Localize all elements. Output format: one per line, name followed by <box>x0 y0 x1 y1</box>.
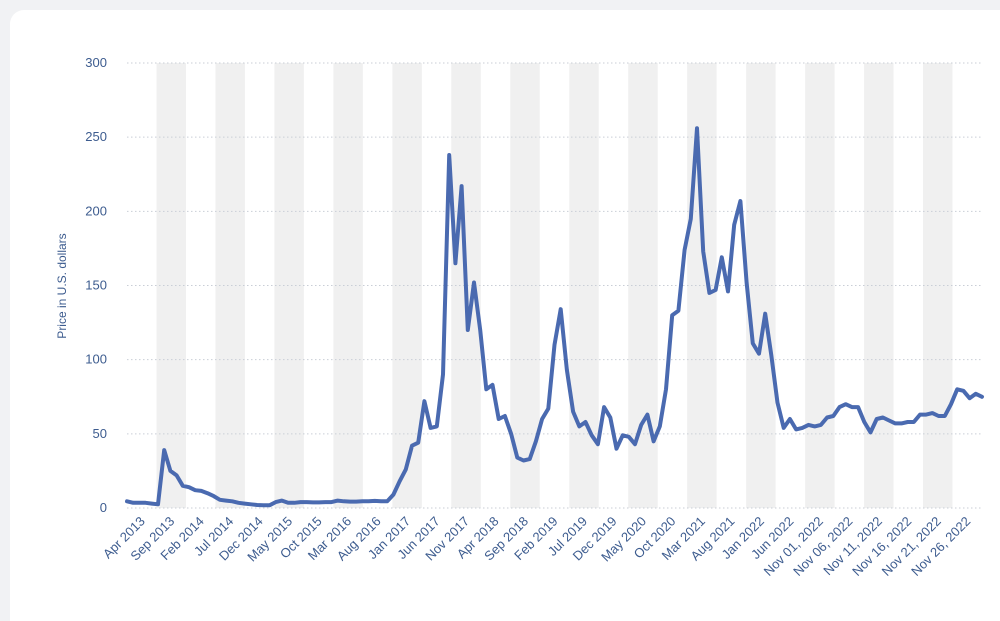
y-tick-label: 50 <box>93 426 107 441</box>
y-tick-label: 200 <box>85 203 107 218</box>
series-line <box>125 126 984 508</box>
column-band <box>864 63 894 508</box>
y-tick-label: 100 <box>85 352 107 367</box>
y-axis-label: Price in U.S. dollars <box>55 233 69 338</box>
y-tick-label: 150 <box>85 278 107 293</box>
gridlines <box>127 62 982 509</box>
y-tick-label: 300 <box>85 55 107 70</box>
y-tick-label: 250 <box>85 129 107 144</box>
y-axis-ticks: 0 50 100 150 200 250 300 <box>85 55 107 515</box>
y-tick-label: 0 <box>100 500 107 515</box>
